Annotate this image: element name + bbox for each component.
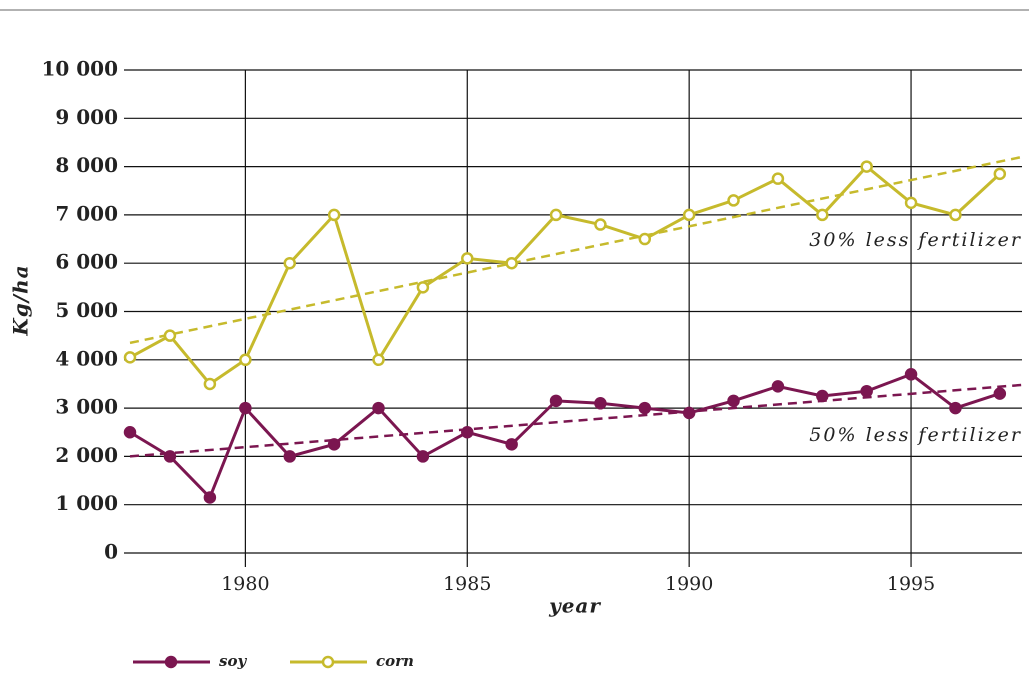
data-point	[594, 218, 607, 231]
legend-label: soy	[219, 652, 247, 670]
y-tick-label: 1 000	[55, 491, 118, 515]
data-point	[239, 401, 252, 415]
data-point	[816, 389, 829, 403]
annotation: 50% less fertilizer	[809, 424, 1022, 446]
y-tick-label: 10 000	[41, 57, 118, 81]
data-point	[549, 394, 563, 408]
data-point	[203, 377, 217, 391]
data-point	[949, 401, 962, 415]
x-tick-label: 1985	[443, 573, 491, 595]
data-point	[123, 426, 137, 439]
data-point	[123, 351, 137, 364]
x-tick-label: 1995	[887, 573, 935, 595]
data-point	[416, 281, 430, 294]
y-axis-label: Kg/ha	[9, 264, 33, 336]
data-point	[239, 353, 252, 367]
trend-line	[129, 155, 1023, 345]
legend-label: corn	[376, 652, 414, 670]
legend-marker	[164, 655, 178, 669]
y-tick-label: 6 000	[55, 250, 118, 274]
data-point	[816, 208, 829, 222]
data-point	[949, 208, 962, 222]
data-point	[904, 196, 918, 210]
data-point	[283, 256, 297, 270]
series-line	[129, 164, 1001, 386]
y-tick-label: 8 000	[55, 153, 118, 177]
data-point	[505, 438, 518, 451]
data-point	[327, 438, 341, 451]
data-point	[163, 329, 177, 342]
data-point	[505, 256, 518, 270]
data-point	[416, 450, 430, 463]
y-tick-label: 9 000	[55, 105, 118, 129]
y-tick-label: 0	[104, 540, 118, 564]
x-tick-label: 1990	[665, 573, 713, 595]
annotation: 30% less fertilizer	[809, 229, 1022, 251]
data-point	[203, 491, 217, 504]
data-point	[682, 208, 696, 222]
data-point	[727, 394, 740, 408]
data-point	[283, 450, 297, 463]
data-point	[860, 160, 873, 173]
y-tick-label: 4 000	[55, 346, 118, 370]
data-point	[461, 252, 474, 265]
data-point	[682, 406, 696, 420]
data-point	[372, 401, 385, 415]
data-point	[860, 384, 873, 398]
data-point	[771, 172, 785, 185]
data-point	[549, 208, 563, 222]
y-tick-label: 2 000	[55, 443, 118, 467]
y-tick-label: 7 000	[55, 201, 118, 225]
y-tick-label: 3 000	[55, 395, 118, 419]
x-axis-label: year	[548, 594, 601, 618]
data-point	[993, 387, 1007, 400]
y-tick-label: 5 000	[55, 298, 118, 322]
x-tick-label: 1980	[221, 573, 269, 595]
data-point	[594, 397, 607, 410]
data-point	[163, 450, 177, 463]
data-point	[638, 232, 652, 246]
data-point	[727, 194, 740, 207]
data-point	[993, 167, 1007, 181]
data-point	[904, 368, 918, 381]
data-point	[461, 426, 474, 439]
legend-marker	[321, 655, 335, 669]
data-point	[372, 353, 385, 367]
data-point	[327, 208, 341, 222]
data-point	[638, 401, 652, 415]
data-point	[771, 380, 785, 393]
